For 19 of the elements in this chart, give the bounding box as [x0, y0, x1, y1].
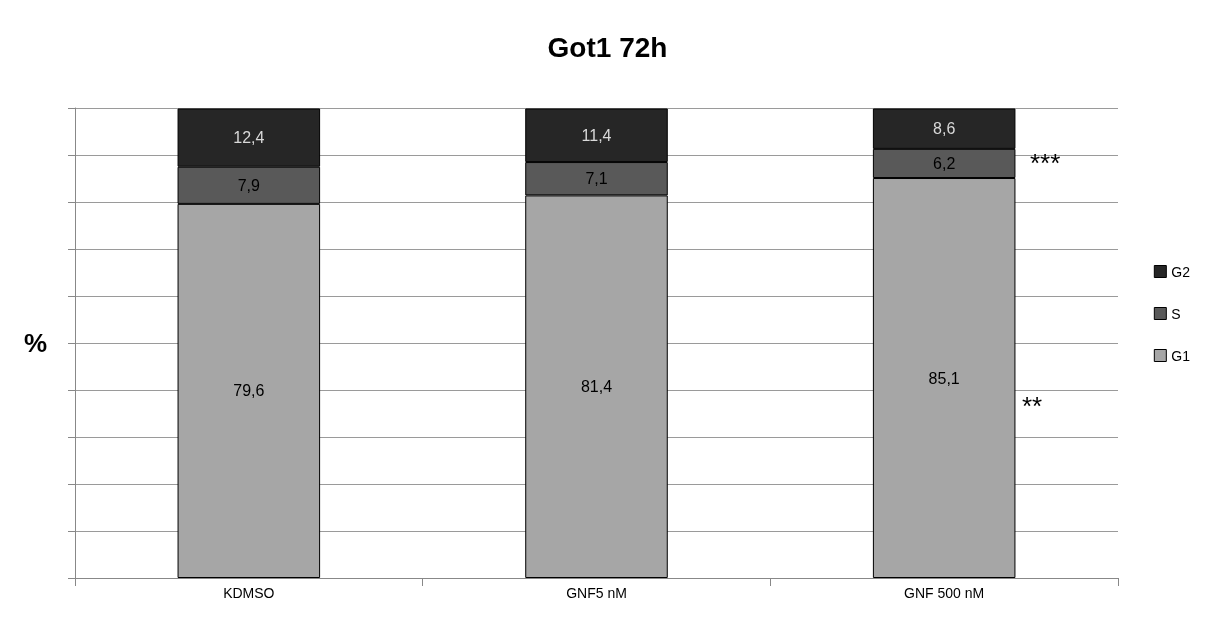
annotation: ***: [1030, 148, 1061, 178]
x-tick-label: GNF 500 nM: [904, 585, 985, 601]
data-label: 12,4: [233, 129, 265, 147]
data-label: 7,9: [237, 176, 261, 194]
legend-label: G2: [1171, 263, 1191, 280]
annotation: **: [1022, 391, 1043, 421]
y-axis-title: %: [23, 328, 47, 358]
data-label: 8,6: [933, 120, 956, 138]
data-label: 7,1: [585, 170, 608, 188]
data-label: 81,4: [580, 378, 613, 396]
legend-label: S: [1171, 305, 1181, 322]
x-tick-label: KDMSO: [223, 585, 275, 601]
data-label: 79,6: [233, 382, 265, 400]
legend-label: G1: [1171, 347, 1191, 364]
data-label: 6,2: [933, 154, 956, 172]
chart-title: Got1 72h: [547, 31, 668, 63]
x-tick-label: GNF5 nM: [566, 585, 627, 601]
data-label: 11,4: [581, 126, 612, 144]
data-label: 85,1: [928, 369, 960, 387]
